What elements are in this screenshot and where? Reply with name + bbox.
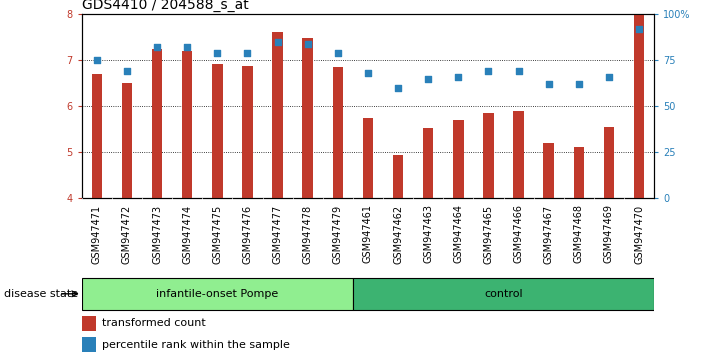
Bar bbox=[604, 127, 614, 198]
Point bbox=[91, 57, 102, 63]
Point bbox=[302, 41, 314, 46]
Bar bbox=[574, 147, 584, 198]
Text: GSM947471: GSM947471 bbox=[92, 205, 102, 264]
Point bbox=[422, 76, 434, 81]
Point bbox=[603, 74, 614, 80]
Bar bbox=[513, 111, 524, 198]
Bar bbox=[82, 316, 96, 331]
Bar bbox=[363, 118, 373, 198]
Bar bbox=[82, 278, 353, 310]
Bar bbox=[242, 66, 252, 198]
Text: percentile rank within the sample: percentile rank within the sample bbox=[102, 339, 289, 350]
Point bbox=[453, 74, 464, 80]
Bar bbox=[182, 51, 193, 198]
Bar bbox=[92, 74, 102, 198]
Bar bbox=[272, 32, 283, 198]
Text: GDS4410 / 204588_s_at: GDS4410 / 204588_s_at bbox=[82, 0, 249, 12]
Text: GSM947468: GSM947468 bbox=[574, 205, 584, 263]
Bar bbox=[82, 337, 96, 352]
Point bbox=[272, 39, 283, 45]
Bar bbox=[392, 154, 403, 198]
Bar bbox=[543, 143, 554, 198]
Text: transformed count: transformed count bbox=[102, 318, 205, 329]
Bar bbox=[152, 49, 162, 198]
Text: GSM947469: GSM947469 bbox=[604, 205, 614, 263]
Text: GSM947479: GSM947479 bbox=[333, 205, 343, 264]
Text: GSM947475: GSM947475 bbox=[213, 205, 223, 264]
Bar bbox=[423, 128, 434, 198]
Point bbox=[242, 50, 253, 56]
Point bbox=[392, 85, 404, 91]
Point bbox=[332, 50, 343, 56]
Point bbox=[151, 45, 163, 50]
Text: control: control bbox=[484, 289, 523, 299]
Text: GSM947466: GSM947466 bbox=[513, 205, 523, 263]
Text: GSM947464: GSM947464 bbox=[454, 205, 464, 263]
Bar bbox=[634, 14, 644, 198]
Text: GSM947467: GSM947467 bbox=[544, 205, 554, 264]
Bar bbox=[453, 120, 464, 198]
Point bbox=[634, 26, 645, 32]
Text: GSM947473: GSM947473 bbox=[152, 205, 162, 264]
Bar bbox=[122, 83, 132, 198]
Point bbox=[543, 81, 555, 87]
Point bbox=[573, 81, 584, 87]
Bar bbox=[302, 38, 313, 198]
Bar bbox=[483, 113, 493, 198]
Text: GSM947462: GSM947462 bbox=[393, 205, 403, 264]
Text: disease state: disease state bbox=[4, 289, 77, 299]
Bar bbox=[333, 67, 343, 198]
Point bbox=[181, 45, 193, 50]
Point bbox=[483, 68, 494, 74]
Point bbox=[513, 68, 524, 74]
Bar bbox=[212, 64, 223, 198]
Text: GSM947465: GSM947465 bbox=[483, 205, 493, 264]
Bar bbox=[353, 278, 654, 310]
Text: GSM947476: GSM947476 bbox=[242, 205, 252, 264]
Text: GSM947472: GSM947472 bbox=[122, 205, 132, 264]
Text: infantile-onset Pompe: infantile-onset Pompe bbox=[156, 289, 279, 299]
Point bbox=[122, 68, 133, 74]
Text: GSM947478: GSM947478 bbox=[303, 205, 313, 264]
Text: GSM947474: GSM947474 bbox=[182, 205, 192, 264]
Text: GSM947461: GSM947461 bbox=[363, 205, 373, 263]
Text: GSM947470: GSM947470 bbox=[634, 205, 644, 264]
Point bbox=[362, 70, 374, 76]
Point bbox=[212, 50, 223, 56]
Text: GSM947477: GSM947477 bbox=[272, 205, 282, 264]
Text: GSM947463: GSM947463 bbox=[423, 205, 433, 263]
